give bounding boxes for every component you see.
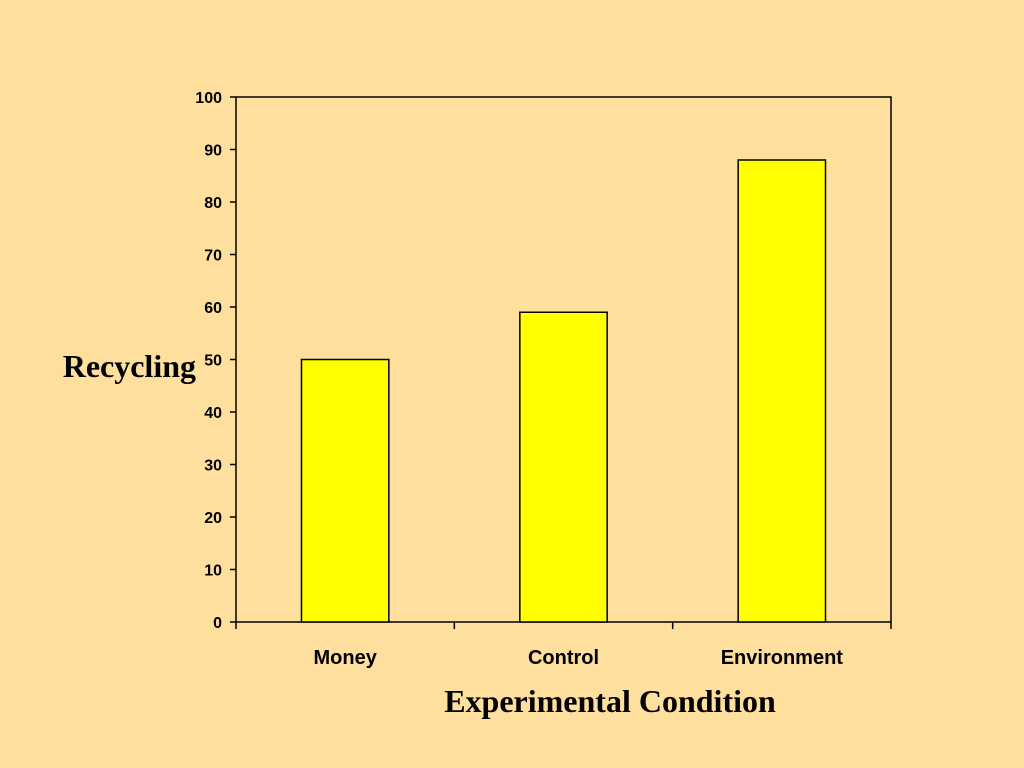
x-axis-ticks: Money Control Environment xyxy=(235,622,892,669)
bar-control xyxy=(519,311,608,623)
x-tick-label: Money xyxy=(313,647,377,669)
x-tick-label: Control xyxy=(528,647,599,669)
y-tick-label: 30 xyxy=(204,458,222,475)
y-axis-title: Recycling xyxy=(63,348,196,384)
y-tick-label: 0 xyxy=(213,615,222,632)
x-axis-title: Experimental Condition xyxy=(444,683,776,719)
y-tick-label: 80 xyxy=(204,195,222,212)
y-axis-ticks: 0 10 20 30 40 50 60 70 80 90 100 xyxy=(195,90,236,632)
y-tick-label: 20 xyxy=(204,510,222,527)
y-tick-label: 50 xyxy=(204,353,222,370)
bar-money xyxy=(300,358,390,623)
y-tick-label: 10 xyxy=(204,563,222,580)
bar-environment xyxy=(737,159,827,623)
y-tick-label: 70 xyxy=(204,248,222,265)
bars xyxy=(300,159,827,623)
y-tick-label: 100 xyxy=(195,90,222,107)
y-tick-label: 40 xyxy=(204,405,222,422)
x-tick-label: Environment xyxy=(721,647,844,669)
y-tick-label: 90 xyxy=(204,143,222,160)
y-tick-label: 60 xyxy=(204,300,222,317)
